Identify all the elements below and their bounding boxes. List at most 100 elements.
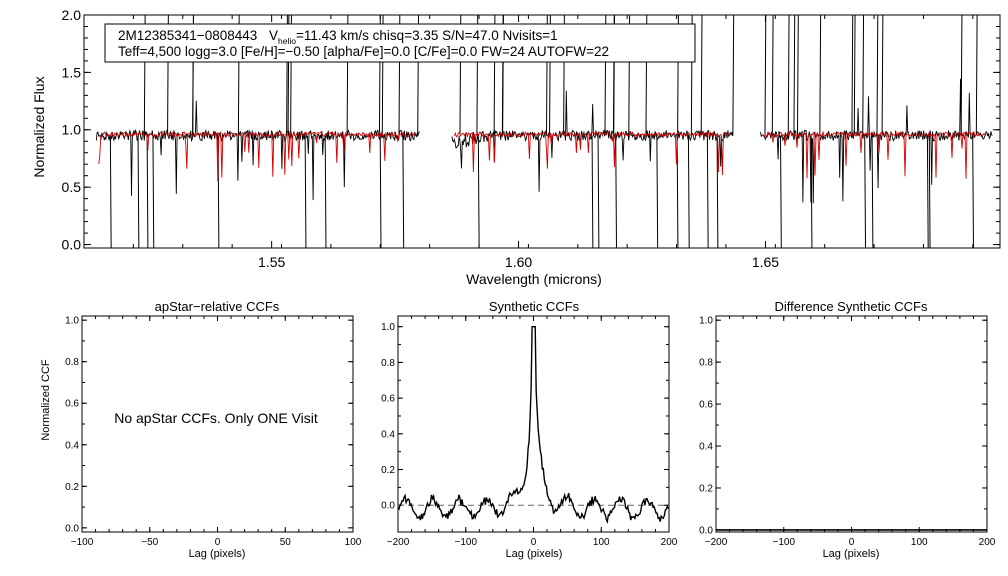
emission-spike [819,14,822,136]
difference-ticks: −200 −100 0 100 200 0.0 0.2 0.4 0.6 0.8 1.0 [699,316,996,548]
absorption-dropout [324,135,327,249]
difference-plot-frame [715,315,988,533]
difference-x-axis-label: Lag (pixels) [823,548,880,560]
y-tick-label: 0.8 [65,357,79,368]
y-tick-label: 1.0 [65,316,79,327]
emission-spike [700,14,703,136]
y-tick-label: 0.0 [381,501,395,512]
y-tick-label: 0.8 [381,358,395,369]
synthetic-ticks: −200 −100 0 100 200 0.0 0.2 0.4 0.6 0.8 1.0 [381,316,678,548]
x-tick-label: 200 [661,537,678,548]
apstar-ccf-panel: apStar−relative CCFs −100 −50 0 50 100 0.0 0.2… [40,299,362,560]
synthetic-x-axis-label: Lag (pixels) [506,548,563,560]
absorption-dropout [810,135,813,249]
x-tick-label: 0 [215,537,221,548]
emission-spike [771,14,774,136]
absorption-dropout [687,135,690,249]
y-tick-label: 0.4 [699,442,713,453]
y-tick-label: 0.0 [62,236,82,252]
y-tick-label: 0.0 [699,525,713,536]
y-tick-label: 0.2 [699,483,713,494]
x-tick-label: 0 [531,537,537,548]
synthetic-plot-frame [397,315,670,533]
synthetic-ccf-panel: Synthetic CCFs −200 −100 0 100 200 0.0 0.2 0.4 0… [381,299,678,560]
apstar-ticks: −100 −50 0 50 100 0.0 0.2 0.4 0.6 0.8 1.0 [65,316,362,548]
y-tick-label: 2.0 [62,7,82,23]
y-tick-label: 0.5 [62,179,82,195]
annotation-line-1: 2M12385341−0808443 Vhelio=11.43 km/s chi… [118,28,558,46]
model-spectrum-segment [453,130,729,176]
absorption-dropout [109,135,112,249]
y-tick-label: 0.2 [381,465,395,476]
x-tick-label: −50 [141,537,158,548]
vhelio-subscript: helio [278,36,296,46]
y-tick-label: 0.4 [381,429,395,440]
absorption-dropout [146,135,149,249]
y-tick-label: 0.2 [65,482,79,493]
absorption-dropout [706,135,709,249]
x-tick-label: −200 [387,537,410,548]
no-apstar-message: No apStar CCFs. Only ONE Visit [114,410,318,426]
annotation-box [104,23,696,63]
x-tick-label: 100 [345,537,362,548]
vhelio-symbol: V [269,28,278,43]
y-tick-label: 0.4 [65,440,79,451]
absorption-dropout [928,135,931,249]
difference-ccf-panel: Difference Synthetic CCFs −200 −100 0 100 20… [699,299,996,560]
absorption-dropout [926,135,929,249]
absorption-dropout [304,135,307,249]
y-tick-label: 1.0 [62,122,82,138]
apstar-x-axis-label: Lag (pixels) [189,548,246,560]
emission-spike [881,14,884,136]
y-tick-label: 0.6 [699,400,713,411]
absorption-dropout [137,135,140,249]
emission-spike [764,14,767,136]
observed-spectrum-segment [760,78,993,204]
emission-spike [960,14,963,136]
x-tick-label: 50 [280,537,292,548]
y-tick-label: 0.0 [65,523,79,534]
x-tick-label: 100 [593,537,610,548]
x-tick-label: −100 [71,537,94,548]
absorption-dropout [152,135,155,249]
absorption-dropout [716,135,719,249]
x-tick-label: −100 [454,537,477,548]
spectrum-panel: 1.55 1.60 1.65 0.0 0.5 1.0 1.5 2.0 2M12385341−0… [31,7,1001,287]
absorption-dropout [615,135,617,249]
absorption-dropout [676,135,679,249]
model-spectrum-segment [762,130,986,179]
emission-spike [793,14,796,136]
y-tick-label: 0.6 [381,394,395,405]
emission-spike [796,14,799,136]
y-tick-label: 0.8 [699,358,713,369]
x-tick-label: −200 [705,537,728,548]
emission-spike [876,14,879,136]
star-id: 2M12385341−0808443 [118,28,257,43]
y-tick-label: 1.0 [381,322,395,333]
absorption-dropout [864,135,867,249]
emission-spike [787,14,790,136]
y-tick-label: 1.0 [699,316,713,327]
y-tick-label: 0.6 [65,399,79,410]
x-tick-label: 1.65 [752,254,779,270]
absorption-dropout [597,135,600,249]
absorption-dropout [379,135,382,249]
synthetic-ccf-curve [397,326,669,524]
y-tick-label: 1.5 [62,64,82,80]
difference-panel-title: Difference Synthetic CCFs [775,299,928,314]
emission-spike [732,14,735,136]
apstar-panel-title: apStar−relative CCFs [155,299,280,314]
absorption-dropout [656,135,659,249]
synthetic-ccf-line [397,326,669,524]
annotation-stats: =11.43 km/s chisq=3.35 S/N=47.0 Nvisits=… [296,28,558,43]
spectrum-y-axis-label: Normalized Flux [31,76,47,177]
spectrum-plot-frame [83,14,1001,249]
apstar-y-axis-label: Normalized CCF [40,359,52,441]
emission-spike [853,14,856,136]
absorption-dropout [779,135,782,249]
x-tick-label: 0 [849,537,855,548]
emission-spike [851,14,854,136]
emission-spike [975,14,978,136]
annotation-line-2: Teff=4,500 logg=3.0 [Fe/H]=−0.50 [alpha/… [118,44,609,59]
